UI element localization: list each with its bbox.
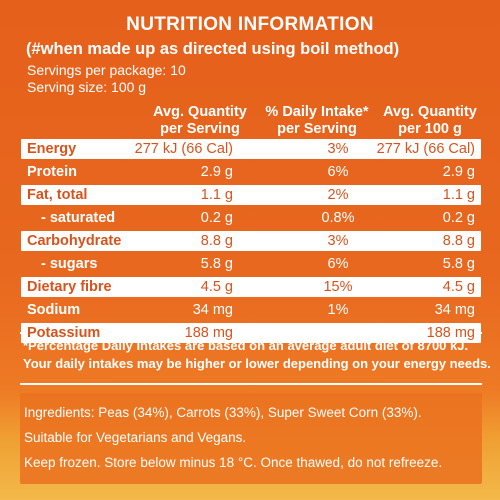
table-row: Dietary fibre 4.5 g 15% 4.5 g (21, 277, 481, 297)
table-row: Sodium 34 mg 1% 34 mg (21, 300, 481, 320)
value-daily-intake: 15% (323, 279, 353, 295)
value-per-100g: 2.9 g (442, 164, 475, 180)
table-row: - saturated 0.2 g 0.8% 0.2 g (21, 208, 481, 228)
serving-size: Serving size: 100 g (27, 79, 147, 95)
ingredients-list: Ingredients: Peas (34%), Carrots (33%), … (24, 405, 422, 420)
value-per-100g: 4.5 g (442, 279, 475, 295)
value-per-serving: 4.5 g (200, 279, 233, 295)
value-per-100g: 277 kJ (66 Cal) (376, 141, 475, 157)
servings-per-package: Servings per package: 10 (27, 62, 186, 78)
footnote-line: Your daily intakes may be higher or lowe… (23, 356, 491, 371)
panel-title: NUTRITION INFORMATION (126, 14, 374, 35)
value-daily-intake: 6% (327, 164, 349, 180)
ingredients-box: Ingredients: Peas (34%), Carrots (33%), … (20, 393, 482, 484)
column-header-per-100g: Avg. Quantity per 100 g (383, 104, 477, 137)
value-per-serving: 8.8 g (200, 233, 233, 249)
value-daily-intake: 3% (327, 233, 349, 249)
value-per-serving: 1.1 g (200, 187, 233, 203)
nutrient-name: Carbohydrate (27, 233, 122, 249)
value-per-serving: 277 kJ (66 Cal) (134, 141, 233, 157)
value-per-100g: 8.8 g (442, 233, 475, 249)
value-daily-intake: 3% (327, 141, 349, 157)
nutrient-name: Sodium (27, 302, 81, 318)
nutrient-name: Potassium (27, 325, 101, 341)
value-per-serving: 5.8 g (200, 256, 233, 272)
value-per-serving: 0.2 g (200, 210, 233, 226)
value-per-100g: 1.1 g (442, 187, 475, 203)
table-row: Protein 2.9 g 6% 2.9 g (21, 162, 481, 182)
table-row: - sugars 5.8 g 6% 5.8 g (21, 254, 481, 274)
value-per-100g: 188 mg (426, 325, 475, 341)
nutrient-name: - sugars (41, 256, 98, 272)
value-per-100g: 5.8 g (442, 256, 475, 272)
nutrient-name: Protein (27, 164, 77, 180)
nutrient-name: Energy (27, 141, 77, 157)
table-row: Fat, total 1.1 g 2% 1.1 g (21, 185, 481, 205)
storage-instructions: Keep frozen. Store below minus 18 °C. On… (24, 455, 443, 470)
value-per-100g: 0.2 g (442, 210, 475, 226)
table-row: Potassium 188 mg 188 mg (21, 323, 481, 343)
value-per-serving: 34 mg (192, 302, 233, 318)
value-daily-intake: 0.8% (321, 210, 355, 226)
table-row: Carbohydrate 8.8 g 3% 8.8 g (21, 231, 481, 251)
value-per-serving: 188 mg (184, 325, 233, 341)
table-row: Energy 277 kJ (66 Cal) 3% 277 kJ (66 Cal) (21, 139, 481, 159)
value-daily-intake: 6% (327, 256, 349, 272)
panel-subtitle: (#when made up as directed using boil me… (26, 40, 400, 58)
column-header-daily-intake: % Daily Intake* per Serving (265, 104, 369, 137)
column-header-per-serving: Avg. Quantity per Serving (153, 104, 247, 137)
value-per-100g: 34 mg (434, 302, 475, 318)
nutrient-name: Dietary fibre (27, 279, 112, 295)
value-daily-intake: 1% (327, 302, 349, 318)
dietary-suitability: Suitable for Vegetarians and Vegans. (24, 430, 247, 445)
nutrient-name: Fat, total (27, 187, 88, 203)
value-per-serving: 2.9 g (200, 164, 233, 180)
value-daily-intake: 2% (327, 187, 349, 203)
nutrient-name: - saturated (41, 210, 116, 226)
